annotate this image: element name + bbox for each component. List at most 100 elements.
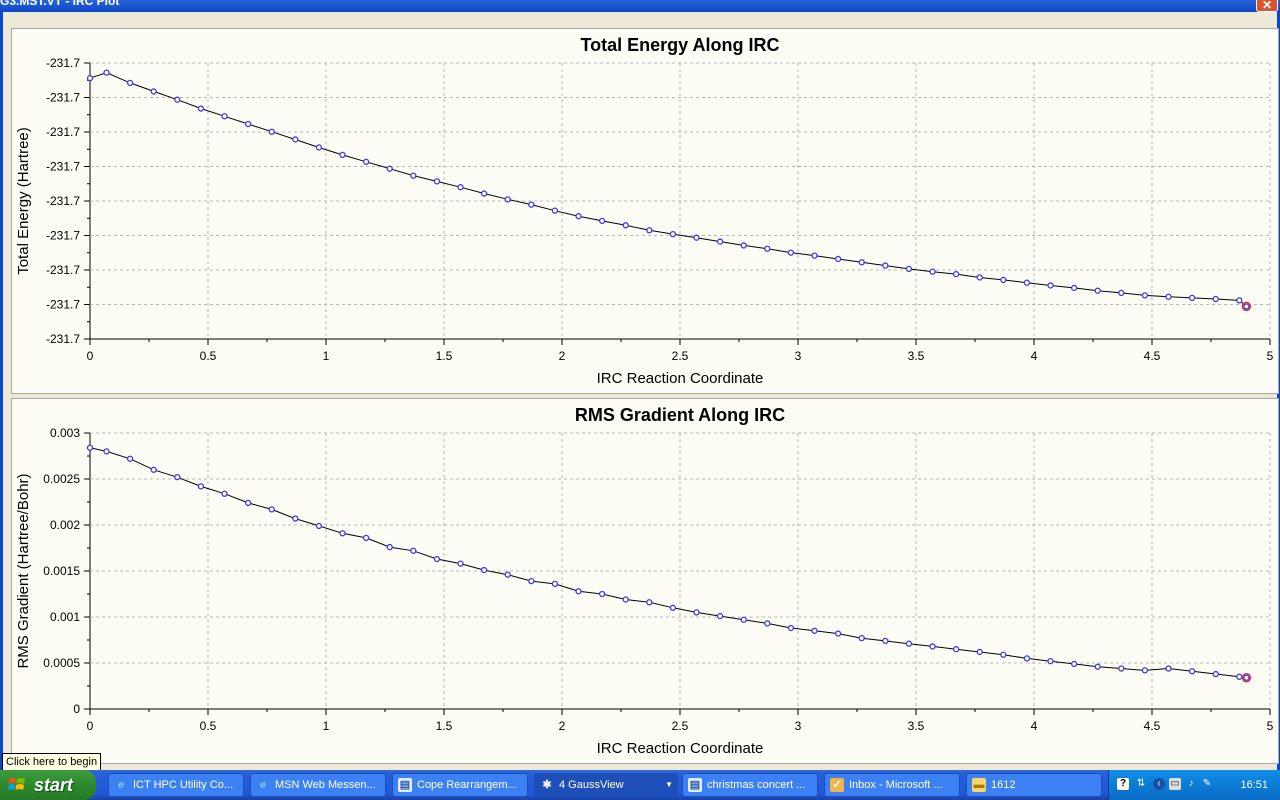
data-point xyxy=(86,75,94,82)
data-point xyxy=(103,69,110,76)
x-tick-label: 3.5 xyxy=(908,349,925,363)
close-button[interactable]: ✕ xyxy=(1256,0,1278,12)
window-titlebar: G3.MST.VT - IRC Plot ✕ xyxy=(0,0,1280,12)
data-point xyxy=(952,646,960,653)
current-point-marker xyxy=(1241,301,1252,312)
x-tick-label: 4.5 xyxy=(1144,349,1161,363)
data-point xyxy=(1023,279,1031,286)
data-point xyxy=(1141,667,1149,674)
taskbar-item-label: Cope Rearrangem... xyxy=(417,779,517,791)
data-point xyxy=(929,268,936,275)
pen-icon[interactable]: ✎ xyxy=(1202,778,1212,789)
monitor-icon[interactable]: ▭ xyxy=(1169,778,1181,790)
data-point xyxy=(905,640,913,647)
data-point xyxy=(834,630,842,637)
y-tick-label: -231.7 xyxy=(46,332,80,346)
data-point xyxy=(882,637,889,645)
taskbar-item-label: ICT HPC Utility Co... xyxy=(133,779,234,791)
data-point xyxy=(693,609,700,616)
folder-icon: ▬ xyxy=(972,778,986,792)
x-tick-label: 2 xyxy=(559,719,566,733)
data-point xyxy=(504,196,511,203)
data-point xyxy=(646,227,653,234)
y-tick-label: -231.7 xyxy=(46,194,80,208)
data-point xyxy=(221,113,228,120)
data-point xyxy=(1070,284,1078,292)
start-button[interactable]: start xyxy=(0,770,96,800)
data-point xyxy=(693,234,700,241)
taskbar-item-gaussview[interactable]: ✱ 4 GaussView ▼ xyxy=(534,773,678,797)
data-point xyxy=(1165,665,1172,672)
data-point xyxy=(1165,293,1172,300)
taskbar-item-inbox[interactable]: ✓ Inbox - Microsoft ... xyxy=(824,773,960,797)
network-icon[interactable]: ⇅ xyxy=(1136,778,1146,789)
x-tick-label: 4.5 xyxy=(1144,719,1161,733)
gradient-chart: RMS Gradient Along IRC 0 0.5 1 1.5 2 2.5 3 3.5 4 4… xyxy=(15,405,1274,757)
doc-icon: ▤ xyxy=(398,778,412,792)
y-tick-label: 0.002 xyxy=(50,518,80,532)
data-point xyxy=(740,242,747,249)
data-point xyxy=(952,270,960,278)
taskbar-item-ict-hpc[interactable]: e ICT HPC Utility Co... xyxy=(108,773,244,797)
help-icon[interactable]: ? xyxy=(1117,778,1129,790)
x-axis-label: IRC Reaction Coordinate xyxy=(597,370,764,387)
data-point xyxy=(1212,670,1219,678)
x-tick-label: 1 xyxy=(323,349,330,363)
data-point xyxy=(1094,287,1101,294)
data-point xyxy=(551,207,559,214)
data-point xyxy=(1243,674,1250,681)
data-point xyxy=(1000,276,1007,284)
y-tick-label: -231.7 xyxy=(46,298,80,312)
chart-title: Total Energy Along IRC xyxy=(580,35,779,55)
taskbar-item-christmas[interactable]: ▤ christmas concert ... xyxy=(682,773,818,797)
data-point xyxy=(1188,294,1196,302)
series-line xyxy=(89,72,1247,307)
taskbar-item-msn[interactable]: e MSN Web Messen... xyxy=(250,773,386,797)
data-point xyxy=(315,522,323,530)
data-point xyxy=(268,506,275,513)
taskbar-item-label: Inbox - Microsoft ... xyxy=(849,779,943,791)
data-point xyxy=(528,577,535,585)
windows-logo-icon xyxy=(8,778,25,790)
data-point xyxy=(197,105,205,112)
data-point xyxy=(551,580,559,588)
x-tick-label: 0 xyxy=(87,349,94,363)
data-point xyxy=(598,217,606,225)
taskbar-item-folder[interactable]: ▬ 1612 xyxy=(966,773,1102,797)
y-tick-label: -231.7 xyxy=(46,263,80,277)
energy-chart-panel: Total Energy Along IRC 0 0.5 1 1.5 2 2.5 3 3.5 4 4… xyxy=(11,28,1279,394)
speaker-icon[interactable]: ♪ xyxy=(1188,778,1194,789)
y-tick-label: -231.7 xyxy=(46,229,80,243)
data-point xyxy=(905,265,913,273)
data-point xyxy=(1236,297,1243,304)
data-point xyxy=(716,612,724,620)
data-point xyxy=(292,136,299,143)
chevron-left-icon[interactable]: ‹ xyxy=(1153,778,1165,790)
x-tick-label: 4 xyxy=(1031,719,1038,733)
data-point xyxy=(315,144,323,151)
y-tick-label: -231.7 xyxy=(46,160,80,174)
data-point xyxy=(646,599,653,606)
data-point xyxy=(457,560,464,567)
energy-chart: Total Energy Along IRC 0 0.5 1 1.5 2 2.5 3 3.5 4 4… xyxy=(15,35,1274,387)
x-tick-label: 3.5 xyxy=(908,719,925,733)
taskbar-item-cope[interactable]: ▤ Cope Rearrangem... xyxy=(392,773,528,797)
data-point xyxy=(811,627,818,634)
x-tick-label: 0.5 xyxy=(200,719,217,733)
data-point xyxy=(1141,292,1149,299)
data-point xyxy=(362,534,370,542)
y-tick-label: 0.0005 xyxy=(43,656,80,670)
ie-icon: e xyxy=(117,779,125,791)
data-point xyxy=(834,255,842,263)
data-point xyxy=(575,213,582,220)
x-tick-label: 1 xyxy=(323,719,330,733)
window-title: G3.MST.VT - IRC Plot xyxy=(0,0,120,8)
data-point xyxy=(292,515,299,522)
ie-icon: e xyxy=(259,779,267,791)
x-axis-label: IRC Reaction Coordinate xyxy=(597,740,764,757)
data-point xyxy=(764,245,771,252)
start-tooltip: Click here to begin xyxy=(2,753,102,771)
doc-icon: ▤ xyxy=(688,778,702,792)
data-point xyxy=(150,88,157,95)
data-point xyxy=(669,604,677,611)
